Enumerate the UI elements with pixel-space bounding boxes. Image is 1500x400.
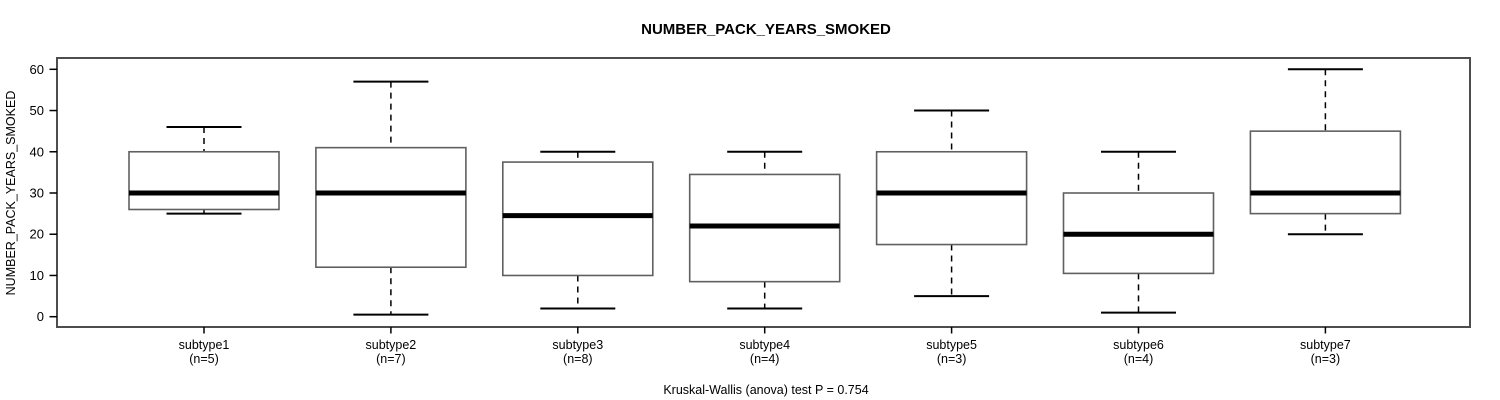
x-category-label: subtype2 xyxy=(366,338,417,352)
x-count-label: (n=7) xyxy=(376,352,406,366)
x-count-label: (n=8) xyxy=(563,352,593,366)
y-axis: 0 10 20 30 40 50 60 xyxy=(30,62,57,324)
x-count-label: (n=3) xyxy=(1311,352,1341,366)
iqr-box xyxy=(501,161,654,277)
x-category-label: subtype4 xyxy=(739,338,790,352)
boxplot-group-subtype5 xyxy=(875,109,1028,298)
x-category-label: subtype1 xyxy=(179,338,230,352)
x-category-label: subtype7 xyxy=(1300,338,1351,352)
x-category-label: subtype6 xyxy=(1113,338,1164,352)
chart-title: NUMBER_PACK_YEARS_SMOKED xyxy=(641,21,891,38)
boxplot-group-subtype1 xyxy=(128,126,280,215)
x-axis: subtype1(n=5) subtype2(n=7) subtype3(n=8) s… xyxy=(179,327,1351,366)
x-count-label: (n=4) xyxy=(750,352,780,366)
y-tick-label: 40 xyxy=(30,144,44,159)
y-tick-label: 10 xyxy=(30,268,44,283)
boxplot-group-subtype6 xyxy=(1062,150,1215,314)
iqr-box xyxy=(315,146,467,269)
box-series xyxy=(128,68,1402,316)
x-category-label: subtype5 xyxy=(926,338,977,352)
boxplot-group-subtype4 xyxy=(688,150,841,310)
x-count-label: (n=3) xyxy=(937,352,967,366)
y-axis-title: NUMBER_PACK_YEARS_SMOKED xyxy=(4,91,18,296)
y-tick-label: 50 xyxy=(30,103,44,118)
iqr-box xyxy=(875,150,1028,246)
boxplot-group-subtype7 xyxy=(1249,68,1402,236)
x-count-label: (n=5) xyxy=(189,352,219,366)
iqr-box xyxy=(128,150,280,211)
y-tick-label: 60 xyxy=(30,62,44,77)
iqr-box xyxy=(1249,130,1402,215)
stat-test-footnote: Kruskal-Wallis (anova) test P = 0.754 xyxy=(663,383,868,397)
boxplot-group-subtype3 xyxy=(501,150,654,310)
boxplot-group-subtype2 xyxy=(315,80,467,316)
x-count-label: (n=4) xyxy=(1124,352,1154,366)
y-tick-label: 30 xyxy=(30,186,44,201)
x-category-label: subtype3 xyxy=(552,338,603,352)
y-tick-label: 20 xyxy=(30,227,44,242)
y-tick-label: 0 xyxy=(37,309,44,324)
